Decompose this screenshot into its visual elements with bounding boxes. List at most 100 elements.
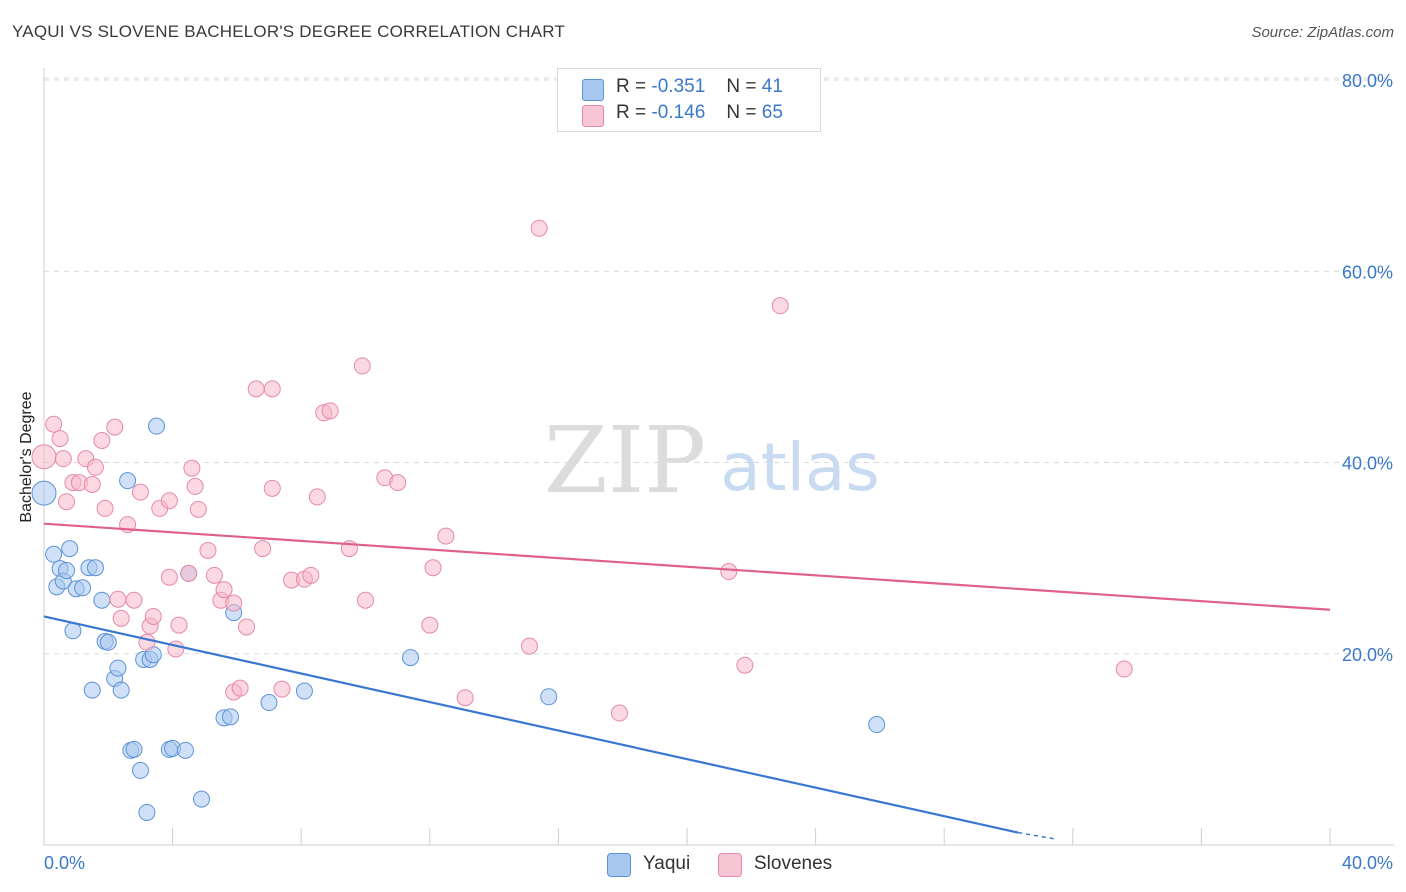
slovene-point [771,297,789,315]
n-value: 41 [761,76,783,97]
slovene-point [83,475,101,493]
yaqui-point [260,694,278,712]
axes [43,68,1394,846]
r-label: R = [616,76,647,97]
slovene-point [58,493,76,511]
yaqui-point [61,540,79,558]
n-label: N = [726,76,757,97]
watermark-zip: ZIP [544,407,706,514]
slovene-trend-line [43,522,1331,611]
slovene-point [225,594,243,612]
slovene-point [247,380,265,398]
slovene-point [93,432,111,450]
slovene-point [736,656,754,674]
x-tick-label: 0.0% [44,853,85,873]
slovene-point [254,540,272,558]
watermark: ZIP atlas [544,407,880,514]
yaqui-point [93,591,111,609]
watermark-atlas: atlas [720,429,880,506]
y-tick-label: 20.0% [1342,645,1393,665]
r-value: -0.351 [651,76,706,97]
slovene-point [530,219,548,237]
y-tick-label: 80.0% [1342,71,1393,91]
yaqui-trend-extension [1018,831,1057,841]
yaqui-point [31,480,57,506]
slovene-point [45,415,63,433]
yaqui-point [540,688,558,706]
yaqui-point [86,559,104,577]
legend-label-slovenes: Slovenes [754,853,833,874]
slovene-point [106,418,124,436]
slovene-point [520,637,538,655]
slovene-point [1115,660,1133,678]
points-layer [31,219,1133,821]
yaqui-point [58,562,76,580]
slovene-point [273,680,291,698]
y-tick-label: 60.0% [1342,262,1393,282]
slovene-point [183,459,201,477]
slovene-point [357,591,374,609]
slovene-point [437,527,455,545]
slovene-point [302,566,320,584]
slovene-point [189,500,207,518]
slovene-point [424,559,442,577]
yaqui-point [221,708,239,726]
slovene-point [170,616,188,634]
yaqui-point [99,633,117,651]
slovene-point [86,458,104,476]
slovene-point [456,689,474,707]
n-value: 65 [761,102,783,123]
slovene-point [125,591,143,609]
yaqui-point [119,472,137,490]
slovene-point [186,477,204,495]
x-tick-label: 40.0% [1342,853,1393,873]
slovene-point [160,492,178,510]
source-credit: Source: ZipAtlas.com [1251,24,1394,41]
slovene-point [160,568,178,586]
y-tick-label: 40.0% [1342,454,1393,474]
trend-layer [43,522,1331,841]
slovene-point [263,479,281,497]
yaqui-point [295,682,313,700]
r-value: -0.146 [651,102,706,123]
yaqui-point [868,716,886,734]
yaqui-swatch [607,853,631,877]
series-legend: Yaqui Slovenes [0,850,1406,878]
slovene-point [199,541,217,559]
correlation-legend: R = -0.351 N = 41 R = -0.146 N = 65 [557,68,821,132]
yaqui-point [112,681,130,699]
slovene-point [308,488,326,506]
slovene-point [180,564,198,582]
slovene-point [109,590,127,608]
yaqui-point [109,659,127,677]
yaqui-point [193,790,211,808]
n-label: N = [726,102,757,123]
legend-label-yaqui: Yaqui [643,853,691,874]
slovenes-swatch [718,853,742,877]
slovene-point [610,704,628,722]
chart-title: YAQUI VS SLOVENE BACHELOR'S DEGREE CORRE… [12,22,566,41]
slovene-point [96,499,114,517]
slovene-point [321,402,339,420]
yaqui-point [131,761,149,779]
yaqui-swatch [582,79,604,101]
r-label: R = [616,102,647,123]
yaqui-point [83,681,101,699]
slovene-point [31,444,57,470]
slovene-point [51,430,69,448]
slovene-point [263,380,281,398]
slovene-point [205,566,223,584]
slovene-point [238,618,256,636]
yaqui-point [74,579,92,597]
slovene-point [421,616,439,634]
slovene-point [231,679,249,697]
slovene-point [144,607,162,625]
slovene-point [138,633,156,651]
tick-labels: 20.0% 40.0% 60.0% 80.0% 0.0% 40.0% [44,71,1393,873]
slovene-point [112,609,130,627]
slovene-point [353,357,371,375]
grid-layer [44,77,1394,655]
slovene-point [131,483,149,501]
slovenes-swatch [582,105,604,127]
